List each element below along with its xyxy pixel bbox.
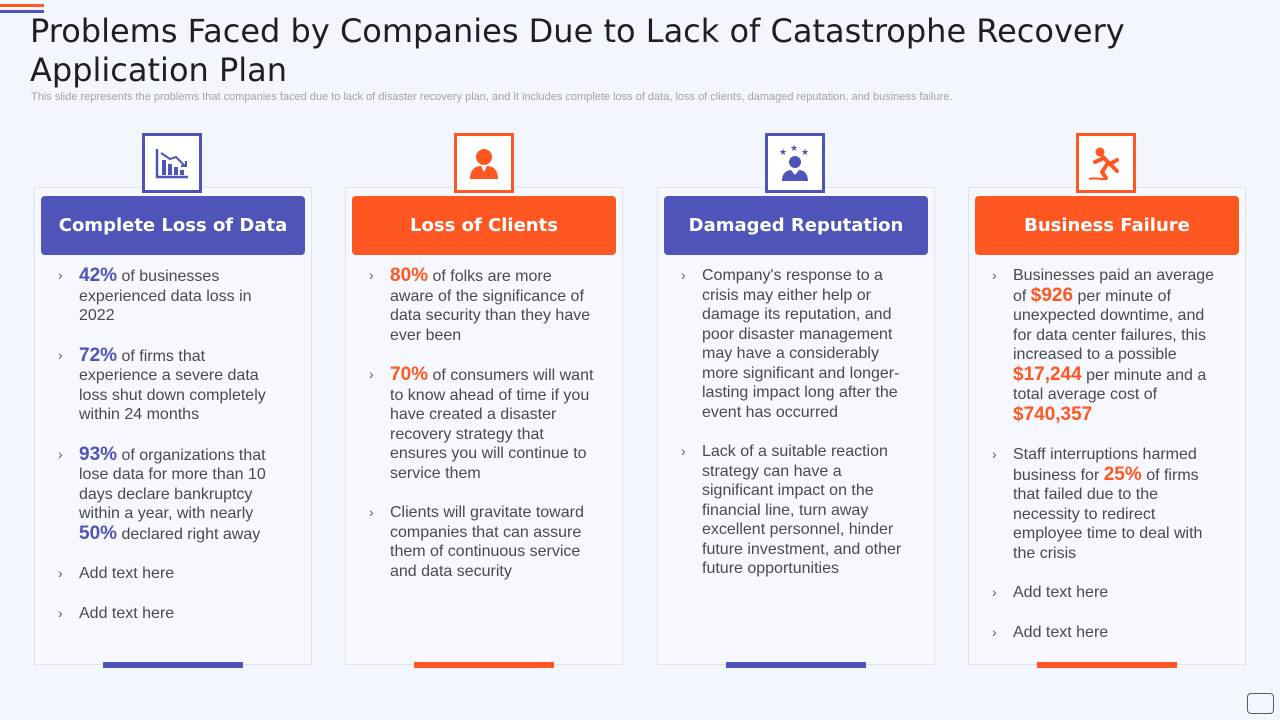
chevron-right-icon: › xyxy=(58,445,63,462)
list-item: › Company's response to a crisis may eith… xyxy=(681,267,900,421)
bullet-list-loss-of-clients: › 80% of folks are more aware of the sign… xyxy=(367,266,599,581)
bullet-list-complete-loss-of-data: › 42% of businesses experienced data loss… xyxy=(56,266,271,623)
accent-line-orange xyxy=(0,4,44,7)
list-item: › 93% of organizations that lose data for… xyxy=(58,443,266,544)
bullet-list-business-failure: › Businesses paid an average of $926 per … xyxy=(990,266,1218,642)
svg-text:★: ★ xyxy=(779,148,787,158)
chevron-right-icon: › xyxy=(58,267,63,283)
slide-subtitle: This slide represents the problems that … xyxy=(31,91,953,103)
bullet-list-damaged-reputation: › Company's response to a crisis may eith… xyxy=(679,266,903,579)
chevron-right-icon: › xyxy=(992,584,997,600)
accent-line-blue xyxy=(0,10,44,13)
svg-text:★: ★ xyxy=(801,148,809,158)
list-item: › 42% of businesses experienced data loss… xyxy=(58,265,252,324)
chevron-right-icon: › xyxy=(992,623,997,640)
card-accent-bar xyxy=(1037,662,1177,668)
chevron-right-icon: › xyxy=(58,604,63,621)
list-item: › 72% of firms that experience a severe d… xyxy=(58,344,266,423)
card-loss-of-clients xyxy=(345,187,623,665)
person-icon xyxy=(454,133,514,193)
list-item: › Add text here xyxy=(992,584,1109,601)
list-item: › 70% of consumers will want to know ahea… xyxy=(369,364,594,482)
chevron-right-icon: › xyxy=(992,446,997,462)
card-header-business-failure: Business Failure xyxy=(975,196,1239,255)
chevron-right-icon: › xyxy=(681,443,686,459)
chevron-right-icon: › xyxy=(369,366,374,382)
declining-chart-icon xyxy=(142,133,202,193)
list-item: › Add text here xyxy=(58,565,175,582)
chevron-right-icon: › xyxy=(369,267,374,283)
chevron-right-icon: › xyxy=(58,346,63,363)
card-accent-bar xyxy=(726,662,866,668)
chevron-right-icon: › xyxy=(369,504,374,520)
card-header-complete-loss-of-data: Complete Loss of Data xyxy=(41,196,305,255)
card-business-failure xyxy=(968,187,1246,665)
svg-text:★: ★ xyxy=(790,144,798,154)
rated-person-icon: ★ ★ ★ xyxy=(765,133,825,193)
slide-title: Problems Faced by Companies Due to Lack … xyxy=(30,12,1125,89)
falling-person-icon xyxy=(1076,133,1136,193)
card-header-damaged-reputation: Damaged Reputation xyxy=(664,196,928,255)
list-item: › 80% of folks are more aware of the sign… xyxy=(369,265,591,344)
list-item: › Clients will gravitate toward companies… xyxy=(369,504,584,580)
list-item: › Add text here xyxy=(992,623,1109,641)
list-item: › Lack of a suitable reaction strategy ca… xyxy=(681,443,902,577)
chevron-right-icon: › xyxy=(58,565,63,581)
card-accent-bar xyxy=(414,662,554,668)
chevron-right-icon: › xyxy=(992,267,997,283)
list-item: › Staff interruptions harmed business for… xyxy=(992,446,1203,562)
chevron-right-icon: › xyxy=(681,267,686,283)
slide-nav-button[interactable] xyxy=(1247,693,1274,714)
card-accent-bar xyxy=(103,662,243,668)
card-damaged-reputation xyxy=(657,187,935,665)
card-complete-loss-of-data xyxy=(34,187,312,665)
card-header-loss-of-clients: Loss of Clients xyxy=(352,196,616,255)
list-item: › Businesses paid an average of $926 per … xyxy=(992,267,1215,425)
list-item: › Add text here xyxy=(58,604,175,622)
